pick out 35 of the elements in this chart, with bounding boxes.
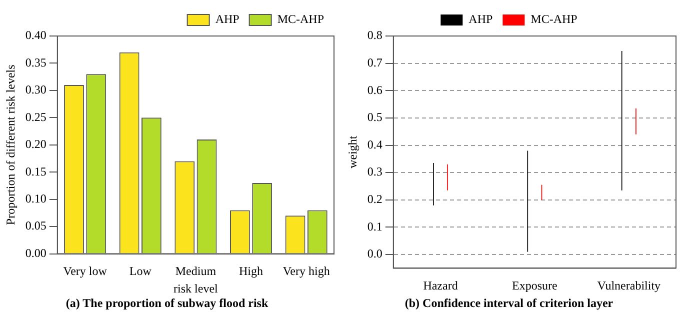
y-tick-label: 0.30 [25, 82, 46, 97]
y-tick-label: 0.20 [25, 137, 46, 152]
y-tick-label: 0.5 [367, 110, 382, 124]
y-tick-label: 0.05 [25, 218, 46, 233]
x-tick-label: Hazard [423, 278, 458, 293]
x-tick-label: Exposure [512, 278, 558, 293]
y-tick-label: 0.25 [25, 110, 46, 124]
y-tick-label: 0.8 [367, 28, 382, 42]
text: (b) Confidence interval of criterion layer [404, 296, 614, 310]
x-tick-label: Medium [175, 264, 217, 278]
y-tick-label: 0.3 [367, 164, 382, 179]
y-tick-label: 0.10 [25, 192, 46, 206]
y-tick-label: 0.4 [367, 137, 382, 152]
y-tick-label: 0.2 [367, 192, 382, 206]
legend-label: MC-AHP [277, 12, 324, 26]
y-tick-label: 0.7 [367, 55, 382, 70]
text: (a) The proportion of subway flood risk [66, 296, 268, 310]
y-axis-title: weight [345, 135, 360, 168]
y-tick-label: 0.35 [25, 55, 46, 70]
y-tick-label: 0.1 [367, 219, 382, 234]
x-axis-title: risk level [174, 282, 219, 296]
y-tick-label: 0.15 [25, 164, 46, 178]
y-tick-label: 0.0 [367, 246, 382, 261]
x-tick-label: Low [129, 264, 152, 278]
legend-label: MC-AHP [530, 12, 578, 26]
y-axis-title: Proportion of different risk levels [3, 64, 18, 226]
x-tick-label: Very high [282, 264, 330, 278]
x-tick-label: High [239, 264, 264, 278]
legend-label: AHP [468, 12, 493, 26]
x-tick-label: Vulnerability [597, 278, 661, 293]
x-tick-label: Very low [63, 264, 108, 278]
y-tick-label: 0.40 [25, 28, 46, 42]
legend-label: AHP [215, 12, 240, 26]
y-tick-label: 0.00 [25, 246, 46, 260]
y-tick-label: 0.6 [367, 82, 382, 97]
